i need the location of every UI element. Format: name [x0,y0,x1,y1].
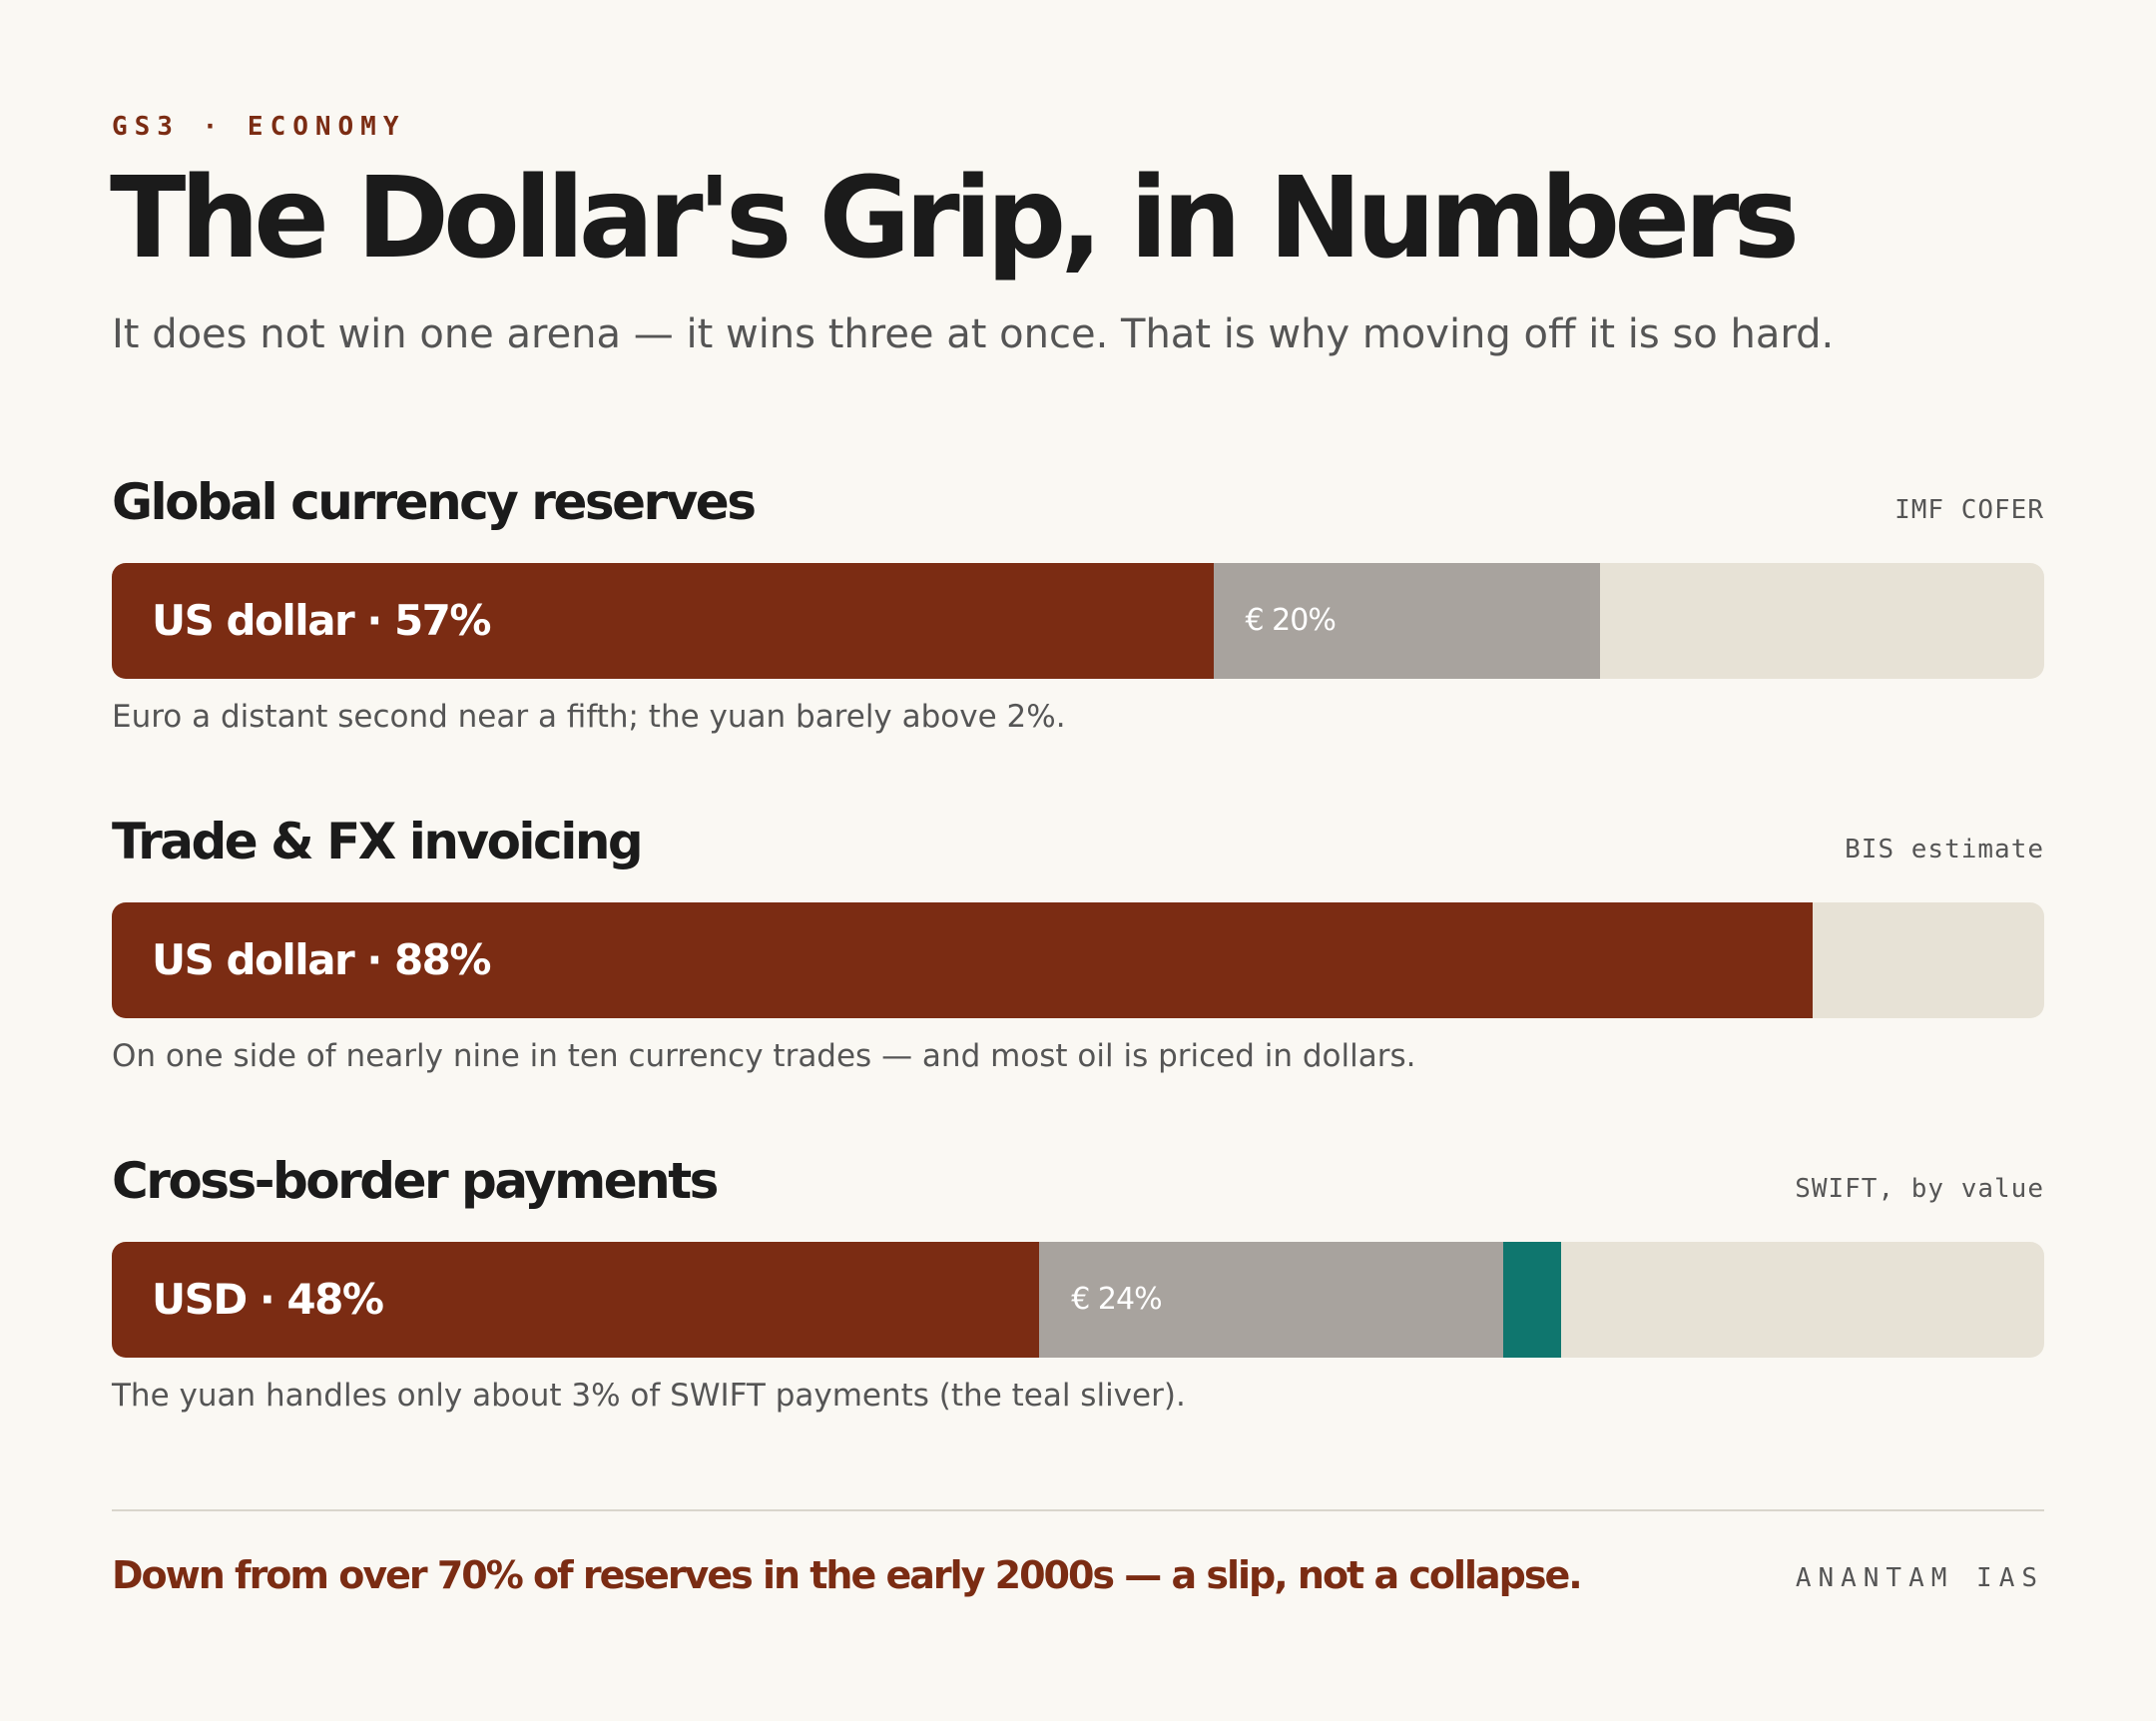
chart-source: SWIFT, by value [1795,1174,2044,1204]
chart-title: Trade & FX invoicing [112,813,644,870]
chart-header: Global currency reserves IMF COFER [112,473,2044,563]
bar-segment-usd: USD · 48% [112,1242,1040,1358]
brand-name: ANANTAM IAS [1795,1563,2044,1593]
chart-title: Global currency reserves [112,473,757,531]
chart-payments: Cross-border payments SWIFT, by value US… [112,1152,2044,1451]
chart-note: On one side of nearly nine in ten curren… [112,1038,1416,1074]
page-title: The Dollar's Grip, in Numbers [110,154,1800,284]
divider [112,1509,2044,1511]
chart-title: Cross-border payments [112,1152,719,1210]
bar-segment-eur: € 20% [1213,563,1600,679]
bar-segment-label: US dollar · 88% [152,935,491,984]
chart-source: IMF COFER [1894,495,2044,525]
bar-segment-usd: US dollar · 57% [112,563,1214,679]
stacked-bar: US dollar · 57% € 20% [112,563,2044,679]
stacked-bar: US dollar · 88% [112,902,2044,1018]
chart-note: The yuan handles only about 3% of SWIFT … [112,1378,1186,1414]
chart-header: Trade & FX invoicing BIS estimate [112,813,2044,902]
bar-segment-label: USD · 48% [152,1275,384,1324]
kicker: GS3 · ECONOMY [112,112,406,142]
bar-segment-usd: US dollar · 88% [112,902,1813,1018]
bar-segment-cny [1502,1242,1561,1358]
chart-source: BIS estimate [1845,835,2044,864]
chart-header: Cross-border payments SWIFT, by value [112,1152,2044,1242]
stacked-bar: USD · 48% € 24% [112,1242,2044,1358]
footer-takeaway: Down from over 70% of reserves in the ea… [112,1553,1583,1597]
page-subtitle: It does not win one arena — it wins thre… [112,311,1835,357]
bar-segment-label: € 24% [1071,1282,1162,1317]
bar-segment-label: US dollar · 57% [152,596,491,645]
chart-note: Euro a distant second near a fifth; the … [112,699,1066,735]
chart-reserves: Global currency reserves IMF COFER US do… [112,473,2044,773]
bar-segment-label: € 20% [1245,603,1337,638]
bar-segment-eur: € 24% [1039,1242,1503,1358]
chart-invoicing: Trade & FX invoicing BIS estimate US dol… [112,813,2044,1112]
